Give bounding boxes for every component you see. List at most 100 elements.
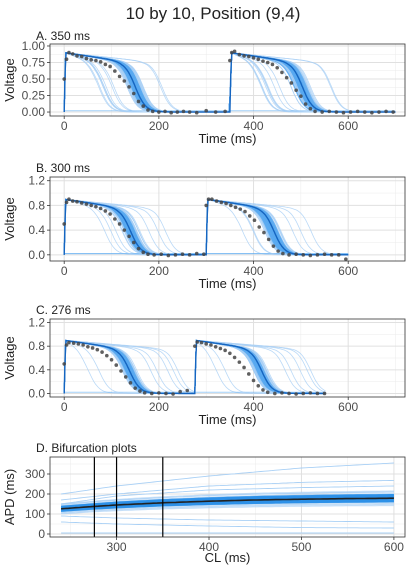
observation-point: [117, 222, 122, 226]
observation-point: [89, 203, 93, 208]
y-tick-label: 0.25: [22, 89, 46, 103]
observation-point: [157, 391, 161, 395]
observation-point: [131, 91, 136, 96]
trace-layer: [62, 197, 349, 261]
observation-point: [336, 253, 341, 257]
observation-point: [108, 64, 112, 69]
y-tick-label: 1.2: [28, 316, 45, 330]
observation-point: [344, 257, 348, 261]
panel-3: 0 200 400 600 0.0 0.4 0.8 1.2C. 276 ms Time (ms)…: [2, 303, 406, 427]
observation-point: [320, 110, 324, 114]
y-tick-label: 1.2: [28, 174, 45, 188]
observation-point: [70, 199, 75, 203]
observation-point: [64, 343, 69, 347]
observation-point: [164, 391, 168, 396]
y-tick-label: 0.75: [22, 55, 46, 69]
x-tick-label: 400: [244, 119, 264, 133]
observation-point: [98, 206, 103, 211]
observation-point: [284, 75, 289, 80]
observation-point: [275, 65, 280, 70]
observation-point: [95, 347, 100, 352]
observation-point: [79, 201, 84, 205]
observation-point: [98, 60, 103, 64]
observation-point: [75, 54, 79, 58]
observation-point: [341, 110, 346, 115]
observation-point: [181, 109, 186, 114]
observation-point: [64, 200, 69, 205]
observation-point: [242, 365, 246, 370]
observation-point: [232, 355, 237, 360]
panel-label: B. 300 ms: [36, 161, 90, 175]
observation-point: [251, 56, 256, 60]
observation-point: [262, 230, 266, 235]
y-axis-label: APD (ms): [2, 469, 17, 525]
observation-point: [219, 200, 224, 205]
y-tick-label: 0.8: [28, 198, 45, 212]
observation-point: [204, 108, 208, 113]
x-tick-label: 0: [61, 119, 68, 133]
observation-point: [142, 391, 147, 395]
observation-point: [247, 372, 251, 376]
observation-point: [280, 70, 284, 75]
observation-point: [237, 360, 242, 364]
x-tick-label: 400: [244, 400, 264, 414]
observation-point: [294, 252, 298, 257]
observation-point: [141, 250, 146, 255]
panel-border: [49, 456, 406, 538]
y-tick-label: 0.4: [28, 363, 45, 377]
observation-point: [265, 390, 270, 395]
observation-point: [355, 109, 360, 114]
observation-point: [280, 391, 284, 395]
observation-point: [86, 344, 90, 349]
observation-point: [270, 62, 275, 67]
observation-point: [64, 57, 69, 61]
panel-2: 0 200 400 600 0.0 0.4 0.8 1.2B. 300 ms Time (ms)…: [2, 161, 406, 291]
observation-point: [308, 391, 313, 395]
y-tick-label: 0.4: [28, 223, 45, 237]
observation-point: [138, 389, 142, 393]
y-axis-label: Voltage: [2, 58, 17, 101]
observation-point: [75, 199, 79, 204]
observation-point: [303, 102, 308, 106]
observation-point: [256, 383, 261, 388]
observation-point: [315, 391, 320, 396]
observation-point: [252, 218, 257, 223]
observation-point: [261, 59, 265, 63]
observation-point: [70, 52, 75, 56]
observation-point: [67, 340, 71, 345]
x-tick-label: 300: [107, 540, 127, 554]
observation-point: [299, 94, 303, 98]
observation-point: [223, 109, 227, 114]
observation-point: [123, 375, 128, 379]
observation-point: [119, 369, 123, 373]
observation-point: [175, 110, 180, 114]
observation-point: [271, 244, 276, 248]
panel-label: D. Bifurcation plots: [36, 441, 137, 455]
x-tick-label: 600: [338, 400, 358, 414]
observation-point: [209, 343, 213, 347]
x-tick-label: 600: [338, 264, 358, 278]
x-tick-label: 400: [199, 540, 219, 554]
observation-point: [228, 351, 232, 356]
observation-point: [84, 202, 89, 206]
panel-border: [49, 176, 406, 262]
x-tick-label: 0: [61, 400, 68, 414]
panel-border: [49, 43, 406, 117]
observation-point: [213, 344, 218, 349]
observation-point: [173, 253, 178, 257]
observation-point: [117, 74, 122, 79]
y-axis-label: Voltage: [2, 197, 17, 240]
observation-point: [233, 205, 238, 210]
observation-point: [384, 109, 388, 114]
observation-point: [334, 110, 339, 114]
observation-point: [261, 388, 265, 392]
observation-point: [127, 85, 131, 89]
trace-layer: [62, 339, 327, 396]
panel-1: 0 200 400 600 0.00 0.25 0.50 0.75 1.00A. 350 ms T…: [2, 29, 406, 146]
observation-point: [224, 201, 228, 206]
observation-point: [193, 344, 197, 348]
observation-point: [62, 362, 66, 366]
observation-point: [71, 341, 76, 346]
x-axis-label: Time (ms): [198, 412, 256, 427]
y-tick-label: 0.00: [22, 105, 46, 119]
